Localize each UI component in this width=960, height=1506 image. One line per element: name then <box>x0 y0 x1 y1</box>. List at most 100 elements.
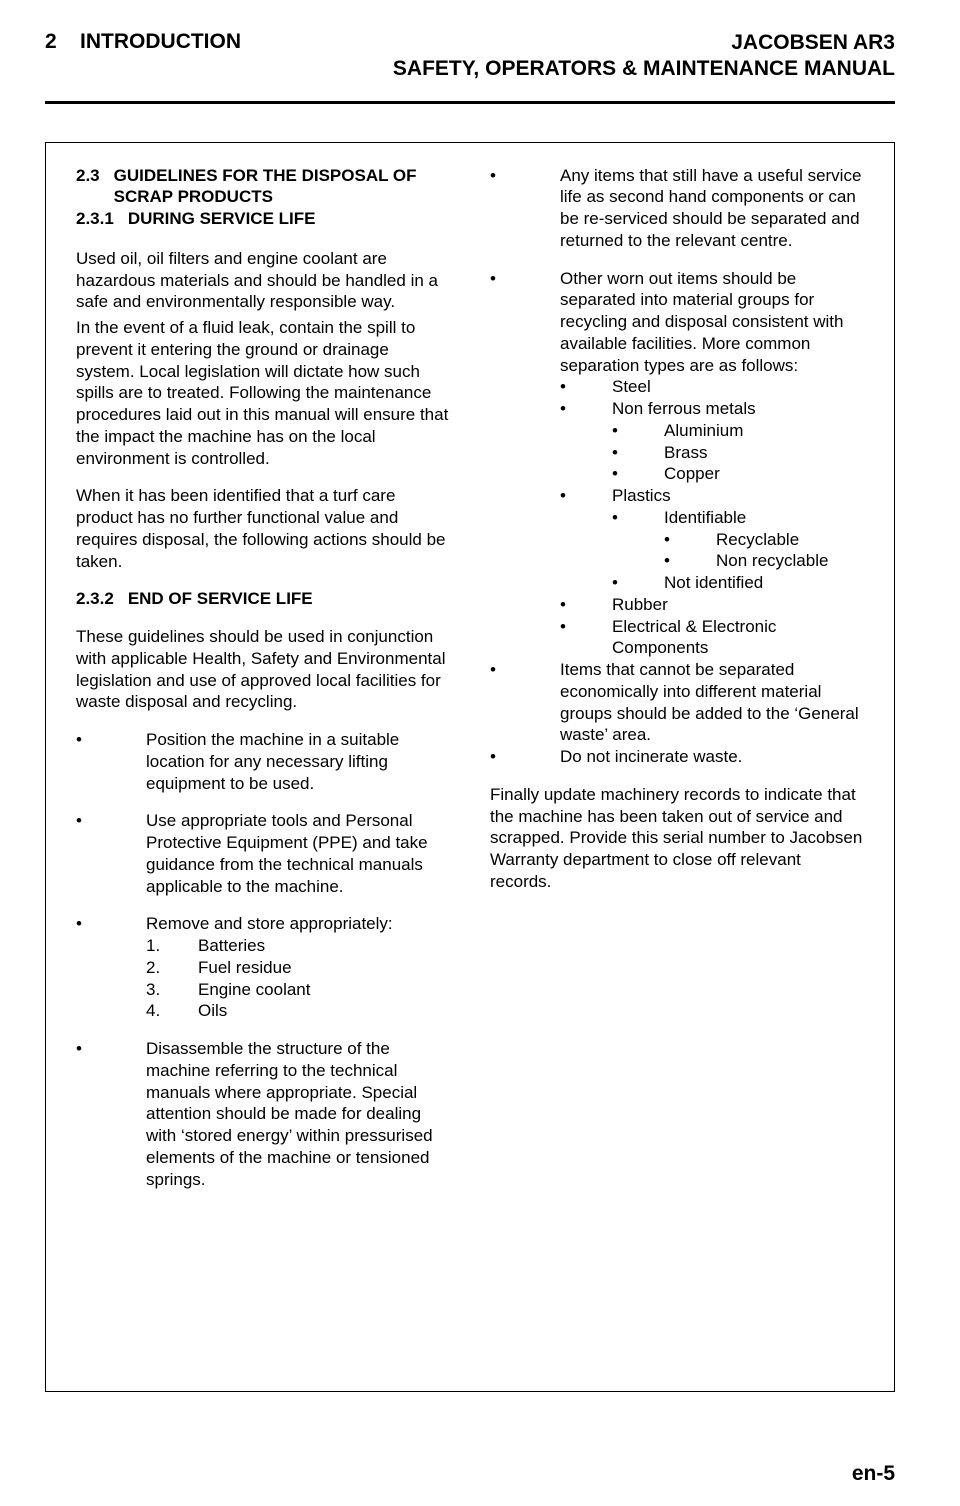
heading-text: DURING SERVICE LIFE <box>128 208 316 230</box>
mat-sublist: • Identifiable •Recyclable •Non recyclab… <box>612 507 864 594</box>
para: When it has been identified that a turf … <box>76 485 450 572</box>
mat-item: • Non ferrous metals •Aluminium •Brass •… <box>560 398 864 485</box>
bullet-icon: • <box>490 268 560 660</box>
bullet-icon: • <box>664 529 716 551</box>
bullet-list: • Position the machine in a suitable loc… <box>76 729 450 1190</box>
bullet-icon: • <box>76 810 146 897</box>
para: In the event of a fluid leak, contain th… <box>76 317 450 469</box>
num: 1. <box>146 935 198 957</box>
bullet-icon: • <box>612 442 664 464</box>
mat-label: Identifiable <box>664 508 746 527</box>
bullet-icon: • <box>490 746 560 768</box>
bullet-lead: Remove and store appropriately: <box>146 913 450 935</box>
heading-num: 2.3.1 <box>76 208 114 230</box>
mat-text: Steel <box>612 376 864 398</box>
header-rule <box>45 101 895 104</box>
heading-text: GUIDELINES FOR THE DISPOSAL OF SCRAP PRO… <box>114 165 450 209</box>
mat-subitem: •Not identified <box>612 572 864 594</box>
section-title: INTRODUCTION <box>80 30 241 53</box>
two-columns: 2.3 GUIDELINES FOR THE DISPOSAL OF SCRAP… <box>76 165 864 1207</box>
bullet-item: • Remove and store appropriately: 1.Batt… <box>76 913 450 1022</box>
heading-num: 2.3.2 <box>76 588 114 610</box>
bullet-icon: • <box>664 550 716 572</box>
para: These guidelines should be used in conju… <box>76 626 450 713</box>
right-column: • Any items that still have a useful ser… <box>490 165 864 1207</box>
material-list: •Steel • Non ferrous metals •Aluminium •… <box>560 376 864 659</box>
num: 3. <box>146 979 198 1001</box>
mat-subitem: •Recyclable <box>664 529 864 551</box>
content-box: 2.3 GUIDELINES FOR THE DISPOSAL OF SCRAP… <box>45 142 895 1392</box>
mat-item: •Rubber <box>560 594 864 616</box>
bullet-icon: • <box>560 398 612 485</box>
mat-sublist: •Recyclable •Non recyclable <box>664 529 864 573</box>
page-number: en-5 <box>852 1462 895 1486</box>
bullet-text: Remove and store appropriately: 1.Batter… <box>146 913 450 1022</box>
header-left: 2 INTRODUCTION <box>45 30 241 54</box>
mat-text: Plastics • Identifiable •Recyclable •Non… <box>612 485 864 594</box>
mat-label: Non ferrous metals <box>612 399 756 418</box>
left-column: 2.3 GUIDELINES FOR THE DISPOSAL OF SCRAP… <box>76 165 450 1207</box>
mat-subitem: •Aluminium <box>612 420 864 442</box>
bullet-text: Any items that still have a useful servi… <box>560 165 864 252</box>
num-item: 4.Oils <box>146 1000 450 1022</box>
num-item: 3.Engine coolant <box>146 979 450 1001</box>
mat-text: Not identified <box>664 572 864 594</box>
mat-text: Non ferrous metals •Aluminium •Brass •Co… <box>612 398 864 485</box>
bullet-item: • Use appropriate tools and Personal Pro… <box>76 810 450 897</box>
bullet-icon: • <box>76 1038 146 1190</box>
para: Used oil, oil filters and engine coolant… <box>76 248 450 313</box>
mat-text: Identifiable •Recyclable •Non recyclable <box>664 507 864 572</box>
mat-item: • Plastics • Identifiable •Recyclable •N… <box>560 485 864 594</box>
bullet-text: Position the machine in a suitable locat… <box>146 729 450 794</box>
bullet-icon: • <box>560 485 612 594</box>
num: 4. <box>146 1000 198 1022</box>
bullet-text: Disassemble the structure of the machine… <box>146 1038 450 1190</box>
num-item: 1.Batteries <box>146 935 450 957</box>
heading-2-3-2: 2.3.2 END OF SERVICE LIFE <box>76 588 450 610</box>
bullet-icon: • <box>76 913 146 1022</box>
num: 2. <box>146 957 198 979</box>
num-text: Batteries <box>198 935 450 957</box>
mat-text: Brass <box>664 442 864 464</box>
brand-line-1: JACOBSEN AR3 <box>393 30 895 56</box>
bullet-icon: • <box>612 420 664 442</box>
mat-subitem: •Non recyclable <box>664 550 864 572</box>
heading-num: 2.3 <box>76 165 100 209</box>
brand-line-2: SAFETY, OPERATORS & MAINTENANCE MANUAL <box>393 56 895 82</box>
num-text: Engine coolant <box>198 979 450 1001</box>
numbered-sublist: 1.Batteries 2.Fuel residue 3.Engine cool… <box>146 935 450 1022</box>
header-right: JACOBSEN AR3 SAFETY, OPERATORS & MAINTEN… <box>393 30 895 83</box>
bullet-item: • Other worn out items should be separat… <box>490 268 864 660</box>
bullet-text: Other worn out items should be separated… <box>560 268 864 660</box>
mat-item: •Electrical & Electronic Components <box>560 616 864 660</box>
bullet-item: • Any items that still have a useful ser… <box>490 165 864 252</box>
heading-text: END OF SERVICE LIFE <box>128 588 313 610</box>
mat-text: Electrical & Electronic Components <box>612 616 864 660</box>
bullet-text: Items that cannot be separated economica… <box>560 659 864 746</box>
page-header: 2 INTRODUCTION JACOBSEN AR3 SAFETY, OPER… <box>45 30 895 83</box>
mat-text: Recyclable <box>716 529 864 551</box>
heading-2-3: 2.3 GUIDELINES FOR THE DISPOSAL OF SCRAP… <box>76 165 450 209</box>
para: Finally update machinery records to indi… <box>490 784 864 893</box>
section-number: 2 <box>45 30 57 53</box>
bullet-icon: • <box>560 594 612 616</box>
mat-text: Rubber <box>612 594 864 616</box>
mat-label: Plastics <box>612 486 671 505</box>
num-text: Oils <box>198 1000 450 1022</box>
bullet-lead: Other worn out items should be separated… <box>560 269 843 375</box>
mat-text: Copper <box>664 463 864 485</box>
bullet-icon: • <box>560 376 612 398</box>
num-item: 2.Fuel residue <box>146 957 450 979</box>
bullet-text: Do not incinerate waste. <box>560 746 864 768</box>
mat-sublist: •Aluminium •Brass •Copper <box>612 420 864 485</box>
bullet-text: Use appropriate tools and Personal Prote… <box>146 810 450 897</box>
bullet-item: • Items that cannot be separated economi… <box>490 659 864 746</box>
bullet-icon: • <box>76 729 146 794</box>
mat-item: •Steel <box>560 376 864 398</box>
mat-subitem: • Identifiable •Recyclable •Non recyclab… <box>612 507 864 572</box>
bullet-item: • Position the machine in a suitable loc… <box>76 729 450 794</box>
mat-text: Aluminium <box>664 420 864 442</box>
bullet-icon: • <box>560 616 612 660</box>
bullet-icon: • <box>612 507 664 572</box>
mat-text: Non recyclable <box>716 550 864 572</box>
